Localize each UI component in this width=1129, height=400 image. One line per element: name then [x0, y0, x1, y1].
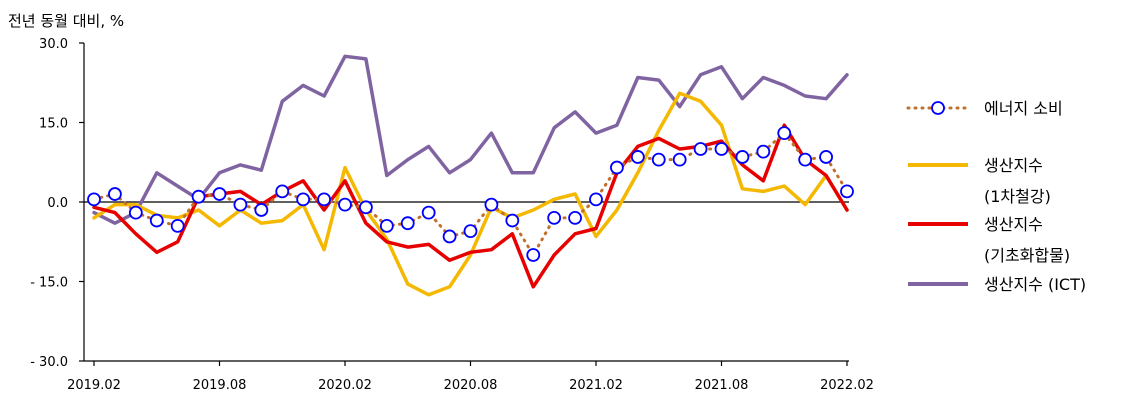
legend-steel-label: (1차철강): [984, 187, 1051, 206]
legend-chemical-label: (기초화합물): [984, 246, 1070, 265]
series-line-1: [92, 91, 849, 297]
energy-data-point: [233, 197, 248, 212]
y-tick-label: 0.0: [47, 196, 68, 211]
x-tick-label: 2021.02: [569, 378, 623, 393]
energy-data-point: [756, 144, 771, 159]
legend-ict-label: 생산지수 (ICT): [984, 275, 1086, 294]
energy-data-point: [212, 187, 227, 201]
energy-data-point: [87, 192, 101, 207]
energy-data-point: [149, 213, 164, 228]
energy-data-point: [400, 216, 415, 231]
energy-data-point: [108, 187, 122, 201]
x-tick-label: 2019.08: [193, 378, 247, 393]
energy-data-point: [568, 210, 582, 225]
energy-data-point: [275, 184, 290, 199]
energy-data-point: [170, 218, 185, 233]
energy-data-point: [693, 142, 708, 156]
series-line-2: [92, 123, 849, 289]
energy-data-point: [359, 200, 373, 215]
energy-data-point: [442, 229, 457, 244]
energy-data-point: [672, 152, 687, 167]
energy-data-point: [463, 224, 478, 239]
energy-data-point: [630, 150, 645, 164]
series-line-3: [92, 54, 849, 225]
energy-data-point: [505, 213, 520, 228]
legend-marker-energy: [931, 101, 945, 115]
x-tick-label: 2021.08: [695, 378, 749, 393]
energy-data-point: [798, 152, 813, 167]
x-tick-label: 2022.02: [820, 378, 874, 393]
x-tick-label: 2019.02: [67, 378, 121, 393]
energy-data-point: [777, 126, 792, 141]
energy-data-point: [651, 152, 666, 167]
energy-data-point: [735, 150, 750, 164]
x-tick-label: 2020.02: [318, 378, 372, 393]
energy-data-point: [128, 205, 143, 220]
energy-data-point: [526, 248, 541, 262]
energy-data-point: [819, 150, 833, 164]
energy-data-point: [254, 203, 269, 217]
y-axis-unit-label: 전년 동월 대비, %: [8, 12, 125, 30]
energy-data-point: [191, 189, 206, 204]
energy-data-point: [379, 218, 394, 233]
energy-data-point: [296, 192, 311, 207]
legend-steel-label: 생산지수: [984, 156, 1043, 175]
legend-label-energy: 에너지 소비: [984, 99, 1063, 118]
y-tick-label: - 15.0: [30, 276, 68, 291]
energy-data-point: [840, 184, 854, 199]
energy-data-point: [484, 197, 499, 212]
y-tick-label: 30.0: [39, 37, 68, 52]
energy-data-point: [610, 160, 624, 175]
energy-data-point: [714, 142, 729, 156]
energy-data-point: [421, 205, 436, 220]
energy-data-point: [547, 210, 562, 225]
energy-data-point: [317, 192, 331, 207]
x-tick-label: 2020.08: [444, 378, 498, 393]
y-tick-label: 15.0: [39, 117, 68, 132]
energy-data-point: [589, 192, 603, 207]
energy-data-point: [338, 197, 352, 212]
y-tick-label: - 30.0: [30, 355, 68, 370]
legend-chemical-label: 생산지수: [984, 215, 1043, 234]
